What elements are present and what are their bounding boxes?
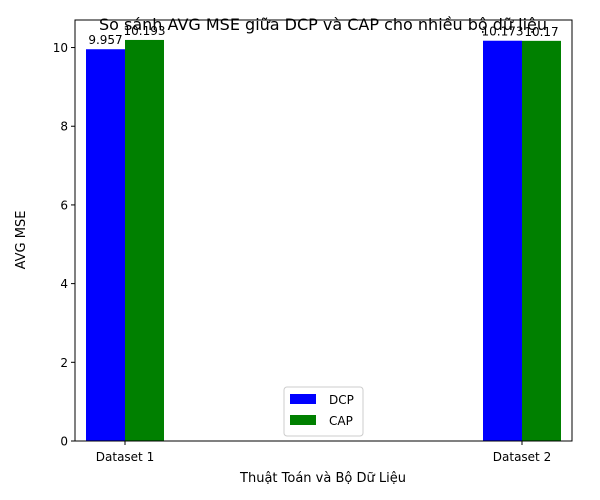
y-tick-label: 6 bbox=[60, 198, 68, 212]
legend-swatch-cap bbox=[290, 415, 316, 425]
bar-cap bbox=[522, 40, 561, 441]
y-tick-label: 4 bbox=[60, 277, 68, 291]
y-axis-label: AVG MSE bbox=[14, 211, 29, 270]
x-tick-label: Dataset 1 bbox=[96, 450, 154, 464]
data-label: 10.173 bbox=[482, 25, 524, 39]
bars-group bbox=[86, 39, 561, 442]
data-labels-group: 9.957 10.173 10.193 10.17 bbox=[88, 24, 558, 47]
x-tick-group: Dataset 1 Dataset 2 bbox=[96, 441, 551, 464]
data-label: 10.193 bbox=[124, 24, 166, 38]
data-label: 9.957 bbox=[88, 33, 122, 47]
x-tick-label: Dataset 2 bbox=[493, 450, 551, 464]
y-tick-label: 10 bbox=[53, 41, 68, 55]
plot-area-frame bbox=[74, 19, 573, 442]
bar-dcp bbox=[86, 49, 125, 442]
bar-dcp bbox=[483, 40, 522, 442]
chart-title: So sánh AVG MSE giữa DCP và CAP cho nhiề… bbox=[99, 15, 547, 34]
legend-label-dcp: DCP bbox=[329, 393, 354, 407]
y-tick-label: 2 bbox=[60, 356, 68, 370]
y-tick-group: 0 2 4 6 8 10 bbox=[53, 41, 75, 449]
legend-swatch-dcp bbox=[290, 394, 316, 404]
bar-cap bbox=[125, 39, 164, 442]
data-label: 10.17 bbox=[524, 25, 558, 39]
legend-label-cap: CAP bbox=[329, 414, 353, 428]
legend: DCP CAP bbox=[283, 386, 364, 437]
y-tick-label: 0 bbox=[60, 435, 68, 449]
y-tick-label: 8 bbox=[60, 120, 68, 134]
x-axis-label: Thuật Toán và Bộ Dữ Liệu bbox=[239, 471, 406, 486]
